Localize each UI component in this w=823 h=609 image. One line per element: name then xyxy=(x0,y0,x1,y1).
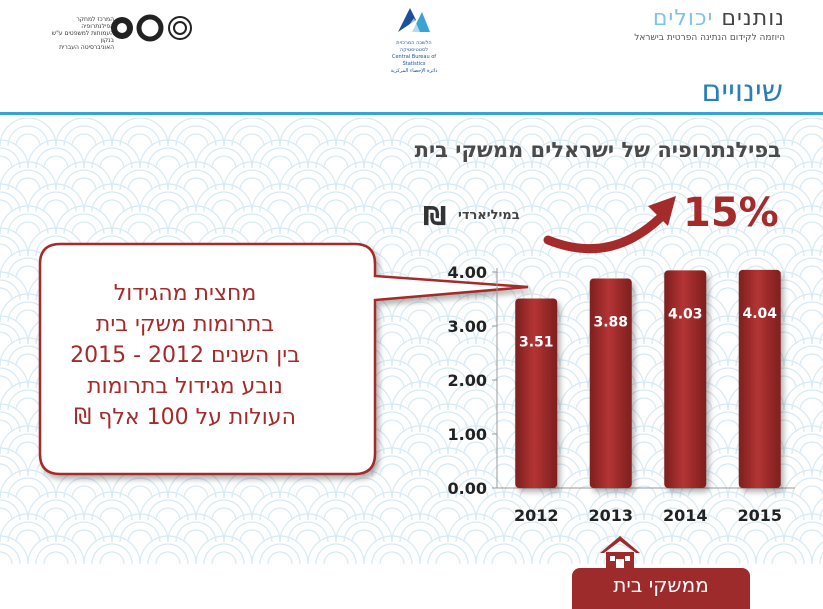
x-tick-label-2014: 2014 xyxy=(663,506,708,525)
cbs-arabic: دائرة الإحصاء المركزية xyxy=(390,68,438,74)
chart-subtitle: בפילנתרופיה של ישראלים ממשקי בית xyxy=(414,138,781,162)
cbs-emblem-icon xyxy=(398,8,430,32)
cbs-hebrew: הלשכה המרכזית לסטטיסטיקה xyxy=(396,40,432,53)
bar-2015 xyxy=(738,269,781,488)
brand-tagline: היוזמה לקידום הנתינה הפרטית בישראל xyxy=(634,33,785,43)
partner-line-2: העמותות למשפטים ע"ש בנקון xyxy=(51,30,114,44)
curved-arrow-icon xyxy=(543,213,665,254)
partner-line-1: המרכז למחקר הפילנתרופיה xyxy=(76,16,114,30)
callout-text: מחצית מהגידול בתרומות משקי בית בין השנים… xyxy=(40,278,330,433)
background-pattern xyxy=(0,118,823,565)
callout-bubble xyxy=(38,242,529,476)
partner-emblems-icon xyxy=(111,14,192,42)
y-tick-label: 2.00 xyxy=(448,371,487,390)
brand-word-2: נותנים xyxy=(721,6,785,31)
house-icon xyxy=(600,536,640,572)
callout-line-4: נובע מגידול בתרומות xyxy=(87,374,283,399)
household-label: ממשקי בית xyxy=(572,568,750,609)
callout-line-2: בתרומות משקי בית xyxy=(95,312,275,337)
growth-label: 15% xyxy=(683,190,779,236)
y-tick-label: 4.00 xyxy=(448,263,487,282)
curved-arrow-head xyxy=(648,196,676,226)
cbs-logo: הלשכה המרכזית לסטטיסטיקה Central Bureau … xyxy=(384,4,444,75)
unit-label: במיליארדי xyxy=(458,208,520,223)
bar-2013 xyxy=(589,278,632,488)
section-title: שינויים xyxy=(701,74,783,109)
y-tick-label: 1.00 xyxy=(448,425,487,444)
data-label-2013: 3.88 xyxy=(593,314,628,330)
cbs-english: Central Bureau of Statistics xyxy=(391,54,437,67)
x-tick-label-2012: 2012 xyxy=(514,506,559,525)
header-divider xyxy=(0,112,823,115)
partner-line-3: האוניברסיטה העברית xyxy=(59,44,114,51)
data-label-2015: 4.04 xyxy=(742,306,777,322)
callout-line-5: העולות על 100 אלף ₪ xyxy=(74,405,296,430)
y-tick-label: 3.00 xyxy=(448,317,487,336)
data-label-2012: 3.51 xyxy=(519,334,554,350)
x-tick-label-2013: 2013 xyxy=(588,506,633,525)
callout-line-3: בין השנים 2012 - 2015 xyxy=(70,343,300,368)
brand-word-1: יכולים xyxy=(652,6,714,31)
brand-logo: נותנים יכולים היוזמה לקידום הנתינה הפרטי… xyxy=(634,6,785,43)
data-label-2014: 4.03 xyxy=(668,306,703,322)
bar-2014 xyxy=(664,270,707,488)
x-tick-label-2015: 2015 xyxy=(737,506,782,525)
callout-line-1: מחצית מהגידול xyxy=(113,281,257,306)
unit-symbol: ₪ xyxy=(423,202,447,232)
y-tick-label: 0.00 xyxy=(448,479,487,498)
partner-text: המרכז למחקר הפילנתרופיה העמותות למשפטים … xyxy=(44,16,114,51)
bar-2012 xyxy=(515,298,558,488)
partner-logos: המרכז למחקר הפילנתרופיה העמותות למשפטים … xyxy=(44,12,194,51)
